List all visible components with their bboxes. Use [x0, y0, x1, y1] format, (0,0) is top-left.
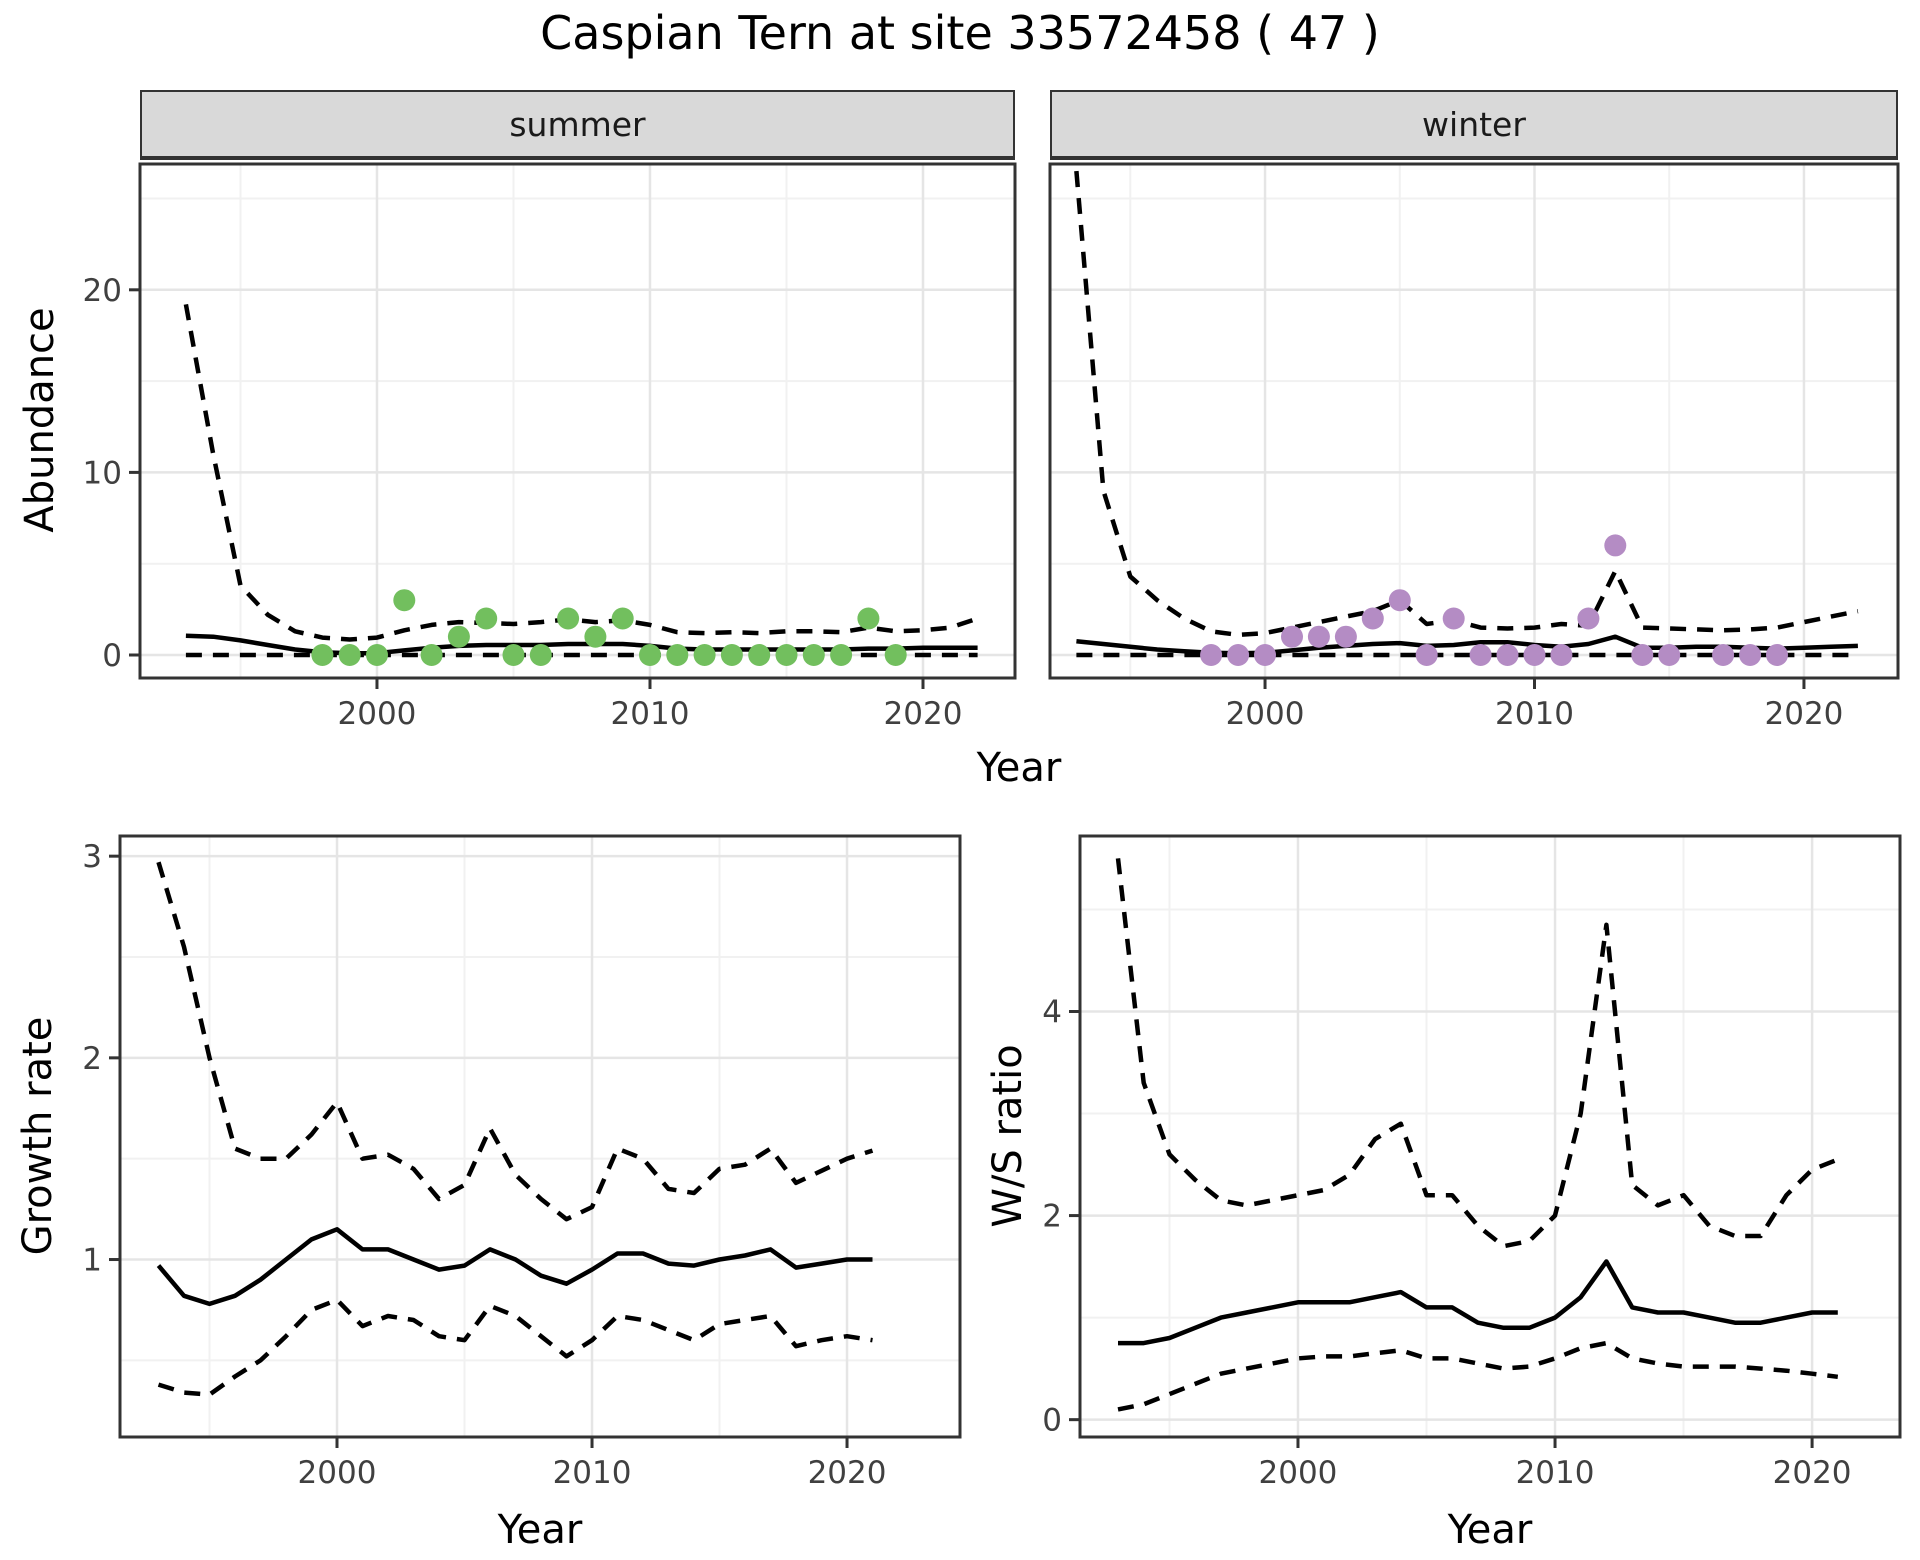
growth-median-line	[156, 1227, 873, 1307]
facet-strip-summer: summer	[140, 90, 1015, 160]
summer-data-point	[393, 589, 416, 612]
growth-x-tick-label: 2010	[553, 1455, 632, 1491]
growth-y-tick-label: 2	[82, 1041, 102, 1077]
summer-x-tick-label: 2020	[884, 696, 963, 732]
growth-y-tick-label: 3	[82, 839, 102, 875]
summer-data-point	[802, 644, 825, 666]
winter-data-point	[1550, 644, 1573, 666]
summer-data-point	[557, 607, 580, 630]
panel-winter: 2000 2010 2020	[1048, 162, 1900, 732]
summer-data-point	[720, 644, 743, 666]
summer-data-point	[666, 644, 689, 666]
summer-data-point	[338, 644, 361, 666]
summer-data-point	[311, 644, 334, 666]
x-axis-title-year-top: Year	[976, 745, 1062, 791]
winter-data-point	[1469, 644, 1492, 666]
x-axis-title-year-growth: Year	[497, 1507, 583, 1553]
ws-x-tick-label: 2010	[1516, 1455, 1595, 1491]
summer-data-point	[475, 607, 498, 630]
ws-panel-border	[1078, 834, 1902, 1439]
ws-upper-ci-line	[1115, 858, 1839, 1249]
winter-data-point	[1496, 644, 1519, 666]
facet-strip-summer-label: summer	[509, 104, 646, 144]
summer-data-point	[502, 644, 525, 666]
x-axis-title-year-ws: Year	[1447, 1507, 1533, 1553]
winter-data-point	[1766, 644, 1788, 666]
facet-strip-winter: winter	[1050, 90, 1898, 160]
summer-panel-border	[138, 162, 1017, 680]
ws-median-line	[1118, 1259, 1838, 1346]
summer-data-point	[884, 644, 907, 666]
winter-data-point	[1361, 607, 1384, 630]
ws-panel-background	[1080, 836, 1900, 1437]
ws-y-tick-label: 2	[1042, 1199, 1062, 1235]
summer-data-point	[447, 625, 470, 648]
summer-data-point	[366, 644, 388, 666]
winter-panel-border	[1048, 162, 1900, 680]
growth-panel-border	[118, 834, 962, 1439]
summer-data-point	[693, 644, 716, 666]
winter-data-point	[1523, 644, 1546, 666]
growth-y-tick-label: 1	[82, 1243, 102, 1279]
summer-data-point	[857, 607, 880, 630]
winter-data-point	[1658, 644, 1681, 666]
summer-y-tick-label: 10	[83, 455, 122, 491]
winter-x-tick-label: 2000	[1226, 696, 1305, 732]
panel-growth: 2000 2010 2020 1 2 3	[82, 834, 962, 1491]
summer-data-point	[639, 644, 661, 666]
winter-data-point	[1415, 644, 1438, 666]
winter-upper-ci-line	[1074, 170, 1859, 638]
ws-y-tick-label: 0	[1042, 1403, 1062, 1439]
chart-title: Caspian Tern at site 33572458 ( 47 )	[540, 6, 1380, 60]
winter-data-point	[1227, 644, 1250, 666]
summer-data-point	[611, 607, 634, 630]
ws-x-tick-label: 2020	[1773, 1455, 1852, 1491]
summer-x-tick-label: 2000	[338, 696, 417, 732]
winter-data-point	[1307, 625, 1330, 648]
summer-data-point	[420, 644, 443, 666]
summer-data-point	[584, 625, 607, 648]
panel-ws: 2000 2010 2020 0 2 4	[1042, 834, 1902, 1491]
winter-data-point	[1200, 644, 1223, 666]
summer-panel-background	[140, 164, 1015, 678]
winter-data-point	[1442, 607, 1465, 630]
summer-data-point	[748, 644, 771, 666]
panel-summer: 2000 2010 2020 0 10 20	[83, 162, 1017, 732]
winter-data-point	[1334, 625, 1357, 648]
summer-data-point	[775, 644, 798, 666]
ws-x-tick-label: 2000	[1259, 1455, 1338, 1491]
growth-x-tick-label: 2020	[808, 1455, 887, 1491]
summer-x-tick-label: 2010	[611, 696, 690, 732]
growth-lower-ci-line	[157, 1297, 873, 1397]
winter-data-point	[1712, 644, 1735, 666]
winter-data-point	[1254, 644, 1276, 666]
summer-upper-ci-line	[183, 303, 979, 642]
ws-y-tick-label: 4	[1042, 995, 1062, 1031]
winter-x-tick-label: 2020	[1765, 696, 1844, 732]
winter-data-point	[1739, 644, 1762, 666]
winter-data-point	[1281, 625, 1303, 648]
winter-data-point	[1577, 607, 1600, 630]
summer-y-tick-label: 0	[102, 638, 122, 674]
winter-data-point	[1631, 644, 1654, 666]
growth-x-tick-label: 2000	[298, 1455, 377, 1491]
winter-data-point	[1604, 534, 1627, 557]
summer-y-tick-label: 20	[83, 273, 122, 309]
growth-panel-background	[120, 836, 960, 1437]
summer-data-point	[830, 644, 853, 666]
winter-panel-background	[1050, 164, 1898, 678]
facet-strip-winter-label: winter	[1422, 104, 1526, 144]
winter-data-point	[1388, 589, 1411, 612]
winter-x-tick-label: 2010	[1495, 696, 1574, 732]
summer-data-point	[529, 644, 552, 666]
